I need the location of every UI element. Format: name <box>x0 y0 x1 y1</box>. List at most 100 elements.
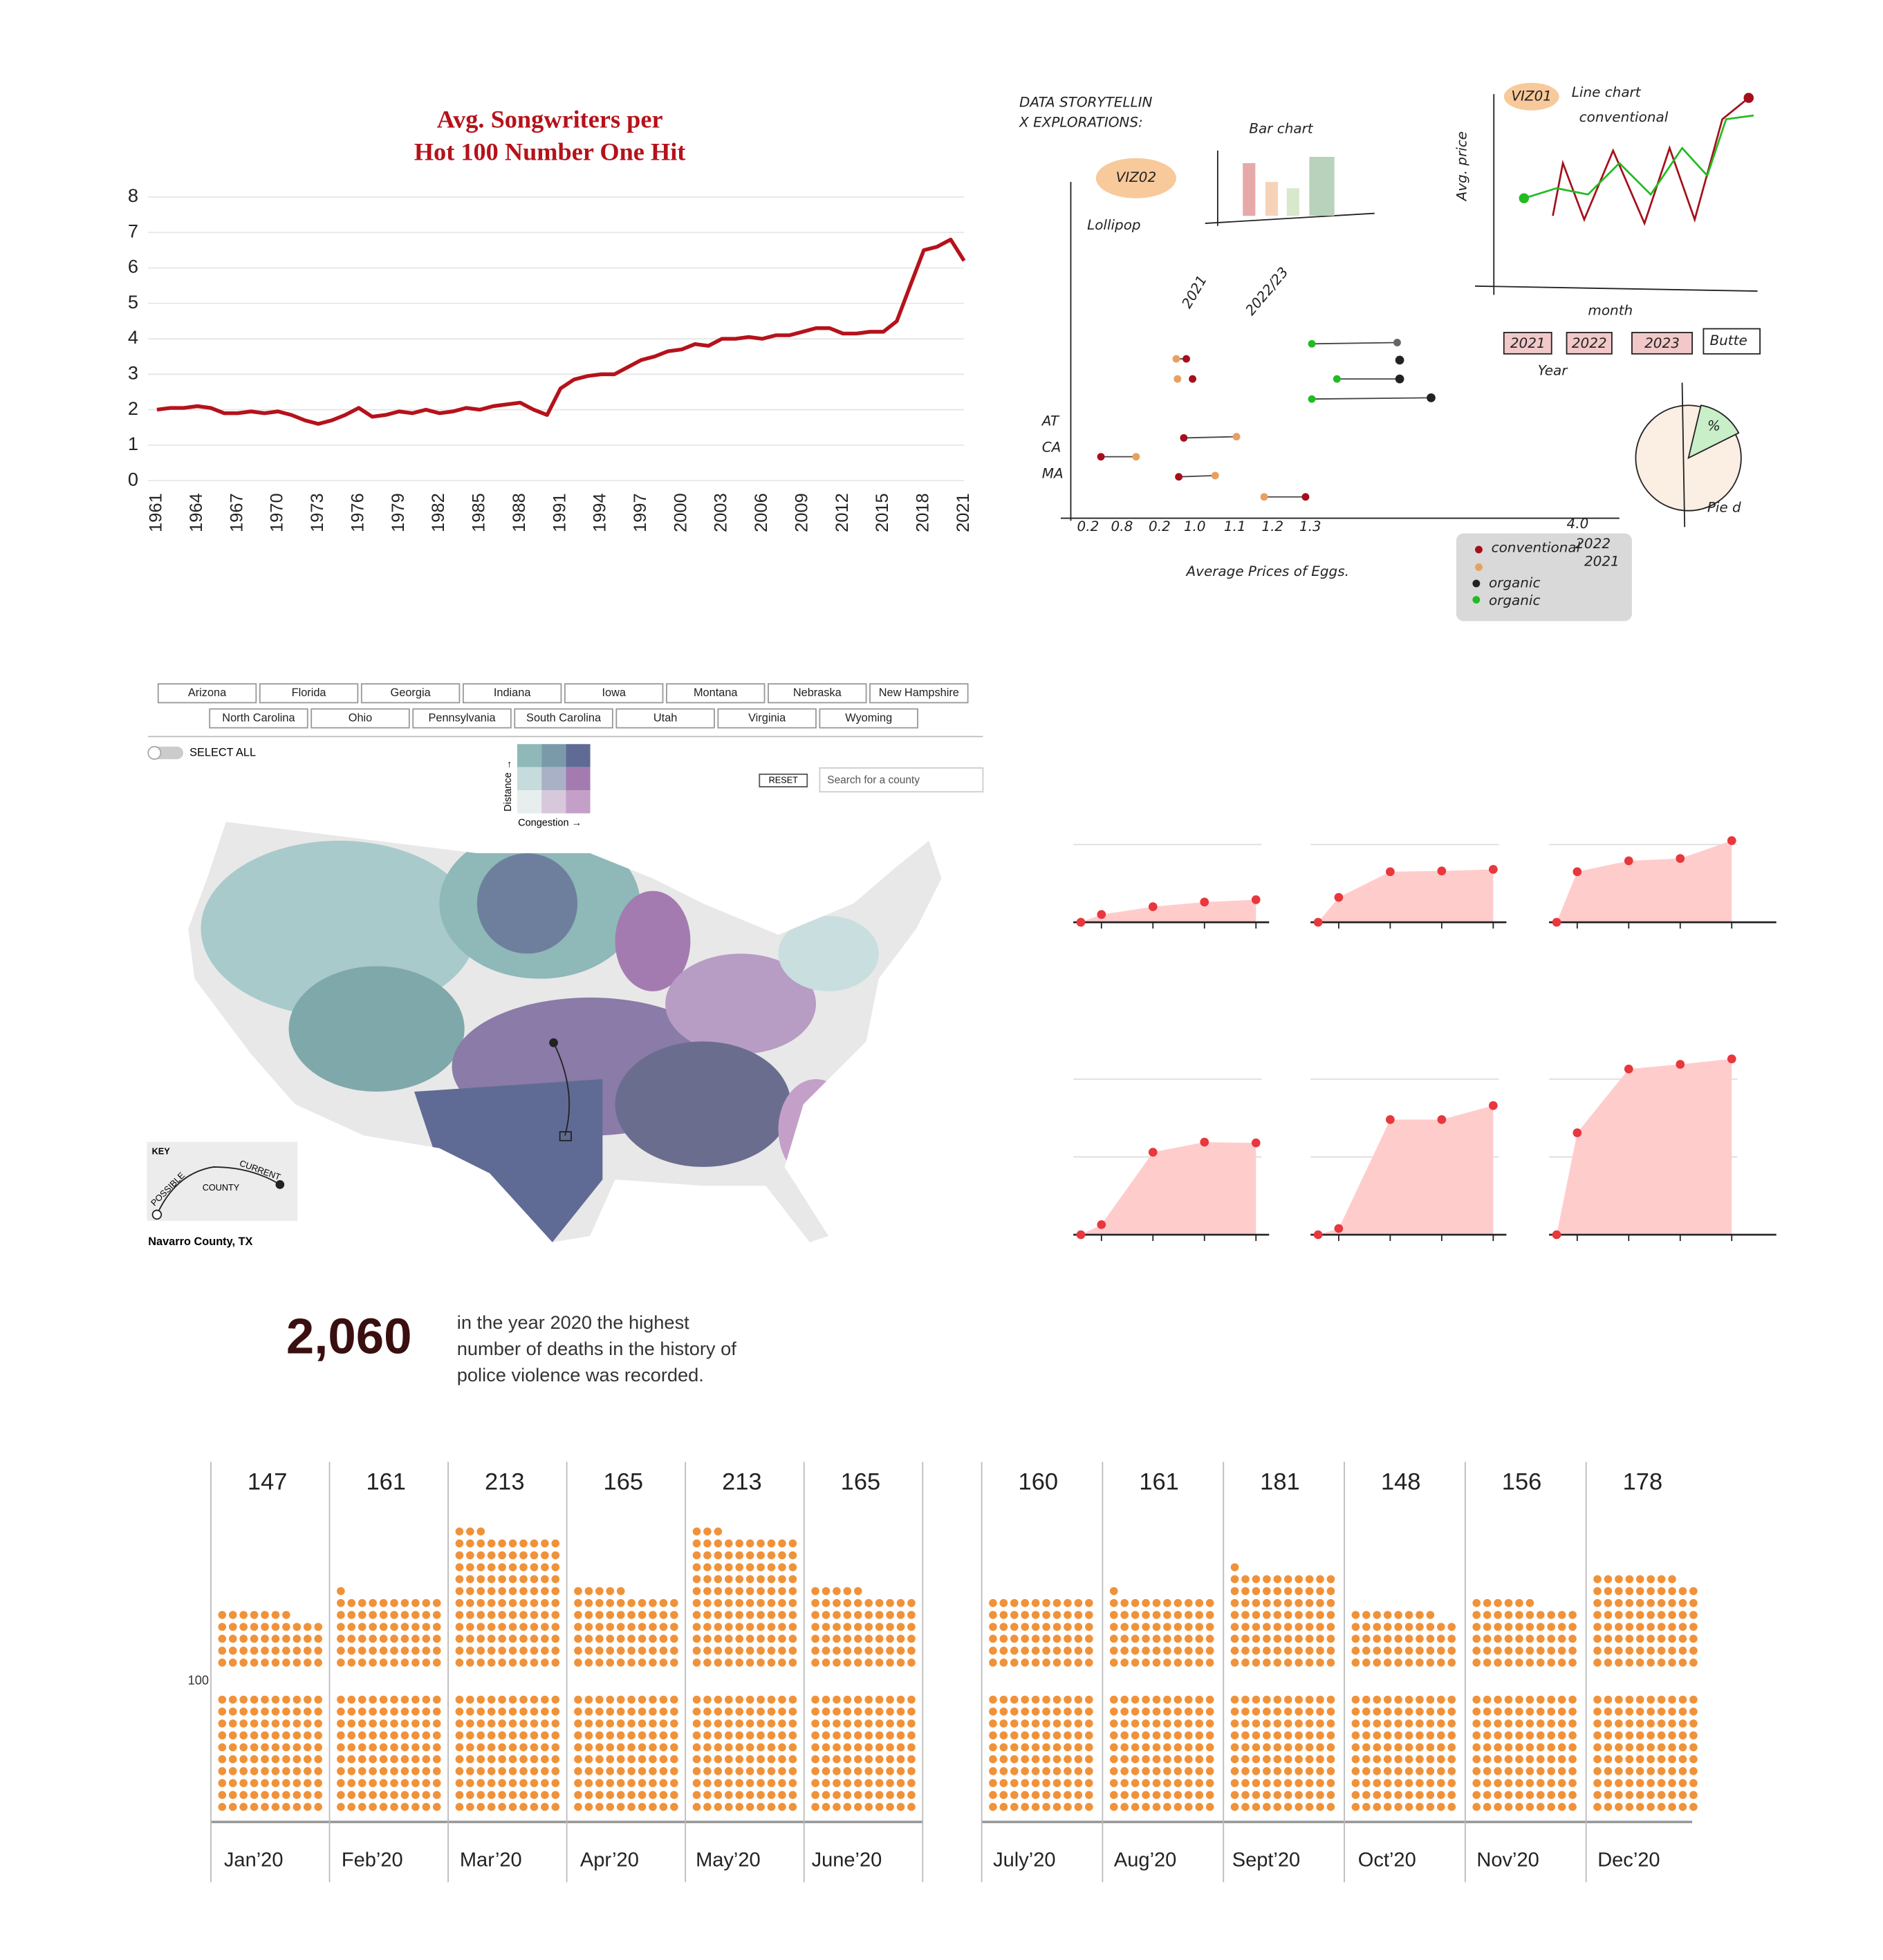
dot <box>422 1695 431 1704</box>
dot <box>314 1743 322 1752</box>
state-button[interactable] <box>768 683 867 704</box>
dot <box>1494 1695 1502 1704</box>
dot <box>1483 1707 1492 1716</box>
dot <box>1184 1791 1193 1800</box>
dot <box>282 1779 290 1787</box>
dot <box>1326 1634 1335 1643</box>
state-label[interactable]: Ohio <box>349 711 373 724</box>
toggle-knob[interactable] <box>147 746 162 760</box>
dot <box>337 1707 345 1716</box>
state-label[interactable]: Virginia <box>748 711 786 724</box>
dot <box>1152 1623 1161 1631</box>
x-tick-label: Feb’20 <box>342 1849 403 1871</box>
dot <box>476 1719 485 1728</box>
dot <box>250 1623 259 1631</box>
dot <box>1042 1767 1050 1775</box>
dot <box>788 1587 797 1596</box>
x-tick-label: Mar’20 <box>460 1849 522 1871</box>
state-label[interactable]: Arizona <box>188 687 227 699</box>
dot <box>595 1659 604 1667</box>
dot <box>788 1779 797 1787</box>
dot <box>788 1719 797 1728</box>
dot <box>875 1755 884 1764</box>
dot <box>1472 1598 1481 1607</box>
key-box <box>147 1141 298 1221</box>
reset-label[interactable]: RESET <box>769 775 799 785</box>
state-label[interactable]: Indiana <box>494 687 531 699</box>
dot <box>1142 1719 1150 1728</box>
state-button[interactable] <box>819 708 918 729</box>
state-button[interactable] <box>514 708 613 729</box>
search-box[interactable] <box>819 767 984 793</box>
state-label[interactable]: Georgia <box>391 687 432 699</box>
dot <box>1536 1719 1545 1728</box>
dot <box>1316 1802 1324 1811</box>
dot <box>519 1707 528 1716</box>
dot <box>788 1707 797 1716</box>
dot <box>1295 1646 1303 1655</box>
state-button[interactable] <box>259 683 359 704</box>
dot <box>811 1731 819 1739</box>
dot <box>811 1767 819 1775</box>
state-button[interactable] <box>717 708 817 729</box>
state-button[interactable] <box>360 683 461 704</box>
dot <box>778 1575 786 1583</box>
dot <box>1625 1755 1634 1764</box>
select-all[interactable]: SELECT ALL <box>189 746 256 758</box>
dot <box>692 1791 701 1800</box>
dot <box>487 1743 496 1752</box>
dot <box>1394 1707 1402 1716</box>
reset-button[interactable] <box>759 773 808 787</box>
search-placeholder[interactable]: Search for a county <box>827 774 920 786</box>
dot <box>788 1755 797 1764</box>
state-label[interactable]: Wyoming <box>845 711 892 724</box>
dot <box>379 1743 388 1752</box>
dot <box>1031 1767 1040 1775</box>
state-label[interactable]: South Carolina <box>526 711 602 724</box>
state-label[interactable]: Utah <box>653 711 678 724</box>
dot <box>1647 1634 1655 1643</box>
dot <box>1437 1634 1445 1643</box>
dot <box>1283 1791 1292 1800</box>
state-label[interactable]: North Carolina <box>222 711 295 724</box>
dot <box>455 1767 464 1775</box>
state-button[interactable] <box>157 683 257 704</box>
state-button[interactable] <box>310 708 410 729</box>
dot <box>1273 1802 1282 1811</box>
dot <box>1362 1743 1371 1752</box>
state-label[interactable]: Pennsylvania <box>428 711 496 724</box>
state-button[interactable] <box>462 683 562 704</box>
state-label[interactable]: Florida <box>292 687 327 699</box>
dot <box>886 1598 894 1607</box>
dot <box>1205 1598 1214 1607</box>
state-label[interactable]: Iowa <box>602 687 626 699</box>
state-label[interactable]: Montana <box>694 687 738 699</box>
dot <box>1184 1767 1193 1775</box>
state-button[interactable] <box>209 708 308 729</box>
dot <box>1152 1611 1161 1619</box>
sketch-dot <box>1211 472 1219 480</box>
state-button[interactable] <box>564 683 664 704</box>
dot <box>1394 1695 1402 1704</box>
dot <box>1657 1743 1666 1752</box>
state-button[interactable] <box>412 708 512 729</box>
dot <box>218 1802 227 1811</box>
dot <box>907 1695 916 1704</box>
dot <box>788 1598 797 1607</box>
dot <box>1547 1611 1556 1619</box>
dot <box>476 1707 485 1716</box>
dot <box>649 1779 657 1787</box>
dot <box>1120 1707 1129 1716</box>
dot <box>864 1719 873 1728</box>
state-label[interactable]: Nebraska <box>793 687 842 699</box>
dot <box>1635 1802 1644 1811</box>
dot <box>1515 1731 1523 1739</box>
dot <box>1131 1767 1140 1775</box>
dot <box>508 1539 517 1548</box>
state-button[interactable] <box>869 683 969 704</box>
state-button[interactable] <box>666 683 766 704</box>
dot <box>228 1802 237 1811</box>
state-label[interactable]: New Hampshire <box>879 687 959 699</box>
state-button[interactable] <box>615 708 715 729</box>
dot <box>498 1791 506 1800</box>
